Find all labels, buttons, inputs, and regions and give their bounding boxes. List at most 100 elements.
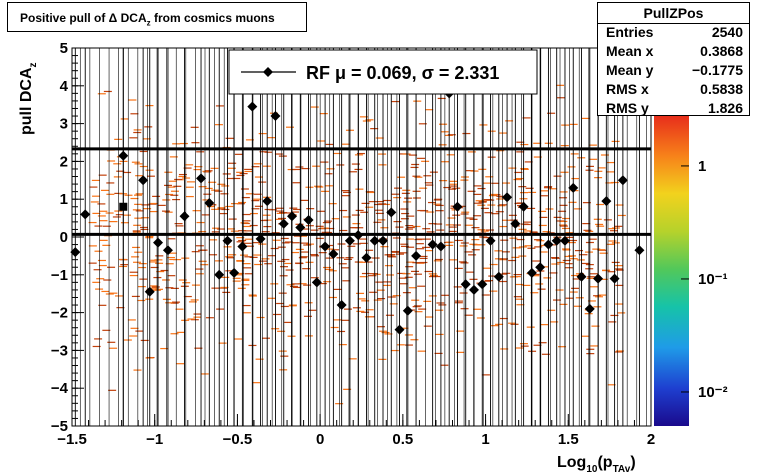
data-point — [435, 241, 446, 252]
data-point — [278, 218, 289, 229]
data-point — [535, 262, 546, 273]
stats-label: Mean y — [606, 62, 654, 78]
y-tick-label: −2 — [51, 305, 68, 322]
y-tick-label: 2 — [60, 153, 68, 170]
data-point — [452, 201, 463, 212]
data-point — [196, 173, 207, 184]
stats-value: 2540 — [711, 24, 743, 40]
data-point — [229, 267, 240, 278]
y-tick-label: −3 — [51, 342, 68, 359]
data-point — [80, 209, 91, 220]
data-points — [70, 88, 645, 335]
y-tick-label: −1 — [51, 267, 68, 284]
data-point — [584, 303, 595, 314]
stats-row-mean-x: Mean x 0.3868 — [606, 43, 743, 62]
stats-label: Entries — [606, 24, 654, 40]
stats-row-entries: Entries 2540 — [606, 24, 743, 43]
data-point — [526, 267, 537, 278]
data-point — [222, 235, 233, 246]
data-point — [609, 273, 620, 284]
y-axis-label: pull DCAz — [18, 62, 39, 135]
color-bar-gradient — [654, 112, 689, 426]
data-point — [543, 239, 554, 250]
data-point — [336, 300, 347, 311]
data-point — [468, 284, 479, 295]
data-point — [502, 192, 513, 203]
y-tick-label: −4 — [51, 380, 69, 397]
stats-value: 0.3868 — [700, 43, 743, 59]
data-point — [162, 245, 173, 256]
data-point — [369, 235, 380, 246]
data-point — [460, 279, 471, 290]
legend: RF μ = 0.069, σ = 2.331 — [228, 49, 538, 95]
data-point — [118, 150, 129, 161]
data-point — [510, 218, 521, 229]
stats-row-rms-x: RMS x 0.5838 — [606, 81, 743, 100]
data-point — [353, 230, 364, 241]
stats-box: PullZPos Entries 2540 Mean x 0.3868 Mean… — [597, 2, 750, 116]
stats-title: PullZPos — [598, 3, 749, 24]
data-point — [262, 196, 273, 207]
data-point — [344, 235, 355, 246]
stats-row-rms-y: RMS y 1.826 — [606, 100, 743, 119]
data-point — [255, 233, 266, 244]
data-point — [328, 249, 339, 260]
y-tick-label: 5 — [60, 40, 68, 57]
data-point — [617, 175, 628, 186]
x-tick-label: 0.5 — [392, 431, 413, 448]
data-point — [493, 271, 504, 282]
data-point — [559, 235, 570, 246]
data-point — [378, 235, 389, 246]
data-point — [576, 271, 587, 282]
y-tick-label: −5 — [51, 418, 68, 435]
legend-label: RF μ = 0.069, σ = 2.331 — [306, 63, 499, 83]
y-tick-label: 0 — [60, 229, 68, 246]
stats-label: RMS y — [606, 100, 649, 116]
data-point — [179, 211, 190, 222]
data-point — [303, 214, 314, 225]
data-point — [138, 175, 149, 186]
stats-value: 1.826 — [707, 100, 743, 116]
x-tick-label: 1.5 — [558, 431, 579, 448]
data-point — [311, 277, 322, 288]
histogram-cells — [88, 80, 626, 405]
data-point — [601, 196, 612, 207]
y-axis-ticks: 5 4 3 2 1 0 −1 −2 −3 −4 −5 — [51, 40, 84, 435]
data-point — [320, 241, 331, 252]
color-bar-tick-label: 1 — [698, 158, 706, 175]
stats-label: RMS x — [606, 81, 649, 97]
data-point — [386, 207, 397, 218]
data-point-square — [119, 202, 128, 211]
x-axis-ticks: −1.5 −1 −0.5 0 0.5 1 1.5 2 — [57, 414, 655, 448]
stats-label: Mean x — [606, 43, 654, 59]
data-point — [270, 111, 281, 122]
data-point — [551, 235, 562, 246]
y-tick-label: 4 — [60, 78, 69, 95]
x-tick-label: 0 — [316, 431, 324, 448]
x-axis-label: Log10(pTAv) — [557, 454, 636, 474]
x-tick-label: −1 — [146, 431, 163, 448]
data-point — [477, 279, 488, 290]
color-bar: 1 10⁻¹ 10⁻² — [654, 112, 728, 426]
stats-value: −0.1775 — [692, 62, 743, 78]
color-bar-tick-label: 10⁻¹ — [698, 271, 728, 288]
stats-row-mean-y: Mean y −0.1775 — [606, 62, 743, 81]
data-point — [634, 245, 645, 256]
data-point — [204, 197, 215, 208]
data-point — [593, 273, 604, 284]
data-point — [295, 222, 306, 233]
x-tick-label: 1 — [481, 431, 489, 448]
data-point — [402, 305, 413, 316]
data-point — [247, 101, 258, 112]
chart-title: Positive pull of Δ DCAz from cosmics muo… — [20, 11, 275, 28]
x-tick-label: −1.5 — [57, 431, 87, 448]
x-tick-label: 2 — [647, 431, 655, 448]
data-point — [237, 241, 248, 252]
data-point — [518, 201, 529, 212]
data-point — [568, 182, 579, 193]
data-point — [361, 252, 372, 263]
data-point — [427, 239, 438, 250]
data-point — [214, 269, 225, 280]
data-point — [144, 286, 155, 297]
